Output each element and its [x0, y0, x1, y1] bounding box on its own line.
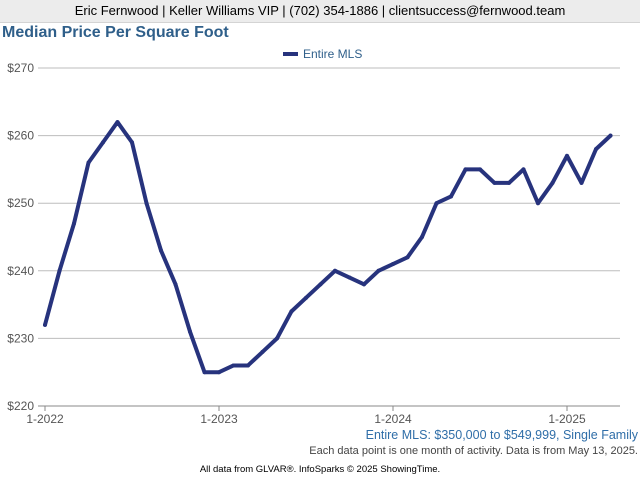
y-tick-label: $250 — [7, 196, 34, 210]
data-point — [43, 322, 47, 327]
data-point — [304, 295, 308, 300]
data-note: Each data point is one month of activity… — [309, 445, 638, 457]
y-tick-label: $230 — [7, 331, 34, 345]
data-point — [376, 268, 381, 273]
data-point — [478, 167, 482, 172]
data-point — [507, 180, 511, 185]
legend: Entire MLS — [283, 47, 362, 61]
y-tick-label: $240 — [7, 264, 34, 278]
data-point — [246, 363, 250, 368]
data-point — [202, 370, 207, 375]
data-point — [550, 180, 555, 185]
data-point — [594, 147, 598, 152]
data-point — [159, 248, 163, 253]
data-point — [86, 160, 91, 165]
chart-subtitle: Entire MLS: $350,000 to $549,999, Single… — [365, 428, 638, 442]
data-point — [521, 167, 526, 172]
y-tick-label: $270 — [7, 61, 34, 75]
x-tick-label: 1-2023 — [200, 412, 238, 426]
data-point — [115, 120, 120, 125]
series-line — [43, 120, 613, 375]
data-point — [579, 180, 584, 185]
data-point — [144, 201, 149, 206]
line-chart: $220$230$240$250$260$270 1-2022 1-2023 1-2… — [7, 47, 620, 426]
data-point — [565, 153, 569, 158]
data-point — [347, 275, 352, 280]
data-point — [318, 282, 323, 287]
header-contact-bar: Eric Fernwood | Keller Williams VIP | (7… — [0, 0, 640, 23]
x-tick-label: 1-2022 — [26, 412, 64, 426]
data-point — [391, 262, 395, 267]
grid-lines — [38, 67, 620, 407]
data-point — [231, 363, 236, 368]
data-point — [275, 336, 279, 341]
legend-label-entire-mls: Entire MLS — [303, 47, 362, 61]
data-point — [217, 370, 221, 375]
data-point — [463, 167, 468, 172]
data-point — [57, 268, 62, 273]
data-point — [260, 349, 265, 354]
data-point — [434, 201, 439, 206]
data-point — [333, 268, 337, 273]
footer-credit: All data from GLVAR®. InfoSparks © 2025 … — [199, 464, 441, 475]
data-point — [130, 140, 134, 145]
data-point — [449, 194, 453, 199]
data-point — [536, 201, 540, 206]
x-tick-label: 1-2024 — [374, 412, 412, 426]
data-point — [420, 235, 424, 239]
series-entire-mls — [43, 120, 613, 375]
data-point — [362, 282, 366, 287]
data-point — [492, 180, 497, 185]
data-point — [72, 221, 76, 226]
data-point — [405, 255, 410, 260]
data-point — [188, 329, 192, 334]
header-contact-text: Eric Fernwood | Keller Williams VIP | (7… — [74, 3, 566, 18]
x-tick-label: 1-2025 — [548, 412, 586, 426]
chart-title: Median Price Per Square Foot — [2, 24, 229, 41]
data-point — [289, 309, 294, 314]
data-point — [101, 140, 105, 145]
x-axis: 1-2022 1-2023 1-2024 1-2025 — [26, 406, 586, 426]
y-axis: $220 $230 $240 $250 $260 $270 — [7, 61, 34, 413]
y-tick-label: $220 — [7, 399, 34, 413]
y-tick-label: $260 — [7, 129, 34, 143]
data-point — [173, 282, 178, 287]
data-point — [608, 133, 613, 138]
